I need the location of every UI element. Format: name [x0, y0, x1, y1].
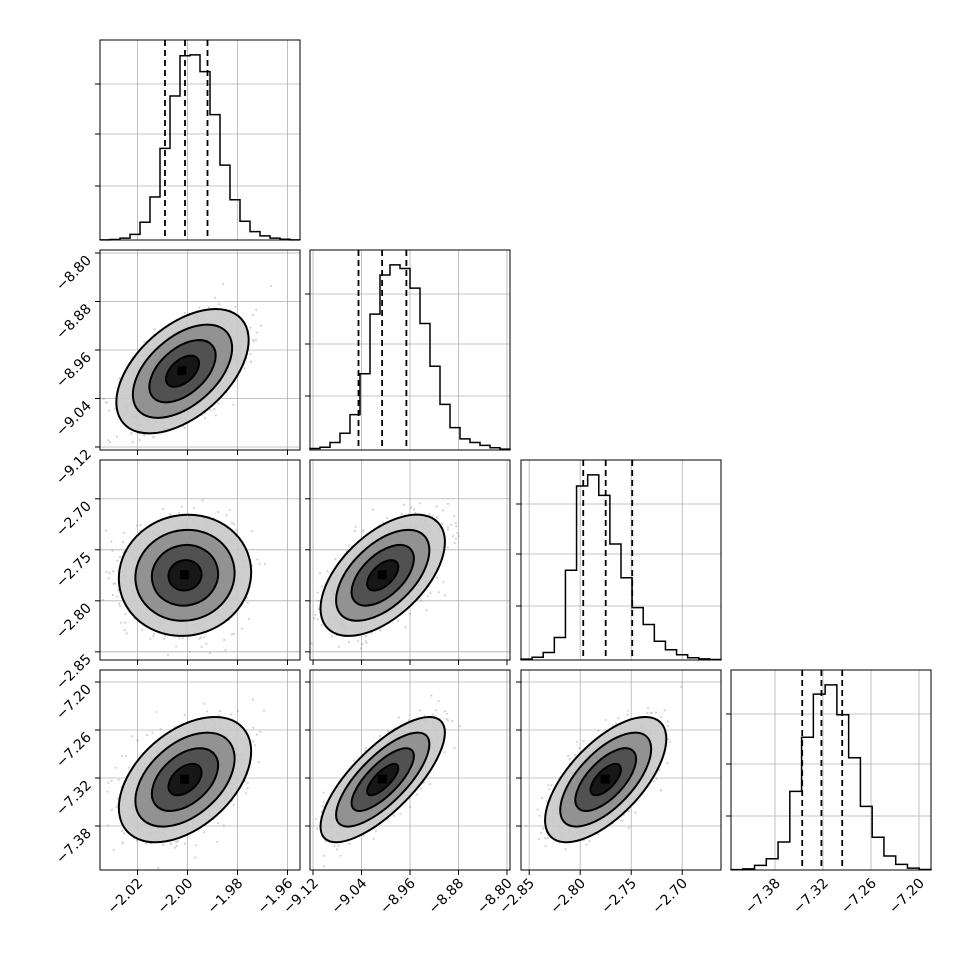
contour-0-3: [115, 308, 250, 435]
ytick-label-1-1: −9.04: [53, 398, 95, 440]
hist-panel-2: [516, 459, 722, 661]
xtick-label-0-1: −2.00: [155, 876, 197, 918]
ytick-label-3-0: −7.38: [53, 826, 95, 868]
xtick-label-2-3: −2.70: [649, 876, 691, 918]
ytick-label-2-1: −2.80: [53, 600, 95, 642]
xtick-label-2-2: −2.75: [598, 876, 640, 918]
density-peak-2: [377, 570, 387, 580]
contour-2-0: [366, 559, 400, 592]
ytick-label-3-2: −7.26: [53, 729, 95, 771]
histogram-3: [730, 684, 932, 871]
histogram-0: [99, 54, 301, 241]
pair-panel-1-0: [95, 249, 301, 455]
density-peak-1: [180, 570, 189, 580]
contour-5-1: [574, 747, 637, 812]
pair-panel-3-0: [95, 669, 301, 875]
pair-inner-1: [100, 460, 300, 660]
ytick-label-1-2: −8.96: [53, 349, 95, 391]
contour-2-3: [319, 513, 446, 637]
contour-1-2: [134, 528, 236, 622]
xtick-label-1-1: −9.04: [329, 875, 371, 917]
pair-frame-0: [99, 249, 301, 451]
contour-3-3: [117, 715, 253, 844]
pair-inner-2: [310, 460, 510, 660]
xtick-label-3-0: −7.38: [742, 876, 784, 918]
xtick-label-0-0: −2.02: [105, 876, 147, 918]
contour-3-1: [150, 747, 220, 812]
pair-frame-3: [99, 669, 301, 871]
contour-0-1: [148, 339, 217, 404]
contour-3-0: [167, 762, 203, 797]
pair-inner-4: [310, 670, 510, 870]
pair-frame-2: [309, 459, 511, 661]
pair-inner-0: [100, 250, 300, 450]
hist-panel-3: [726, 669, 932, 871]
pair-frame-4: [309, 669, 511, 871]
hist-frame-1: [309, 249, 511, 451]
hist-frame-0: [99, 39, 301, 241]
contour-5-2: [559, 731, 653, 828]
ytick-label-1-0: −9.12: [53, 446, 95, 488]
histogram-2: [520, 474, 722, 661]
contour-2-2: [335, 528, 431, 622]
ytick-label-1-4: −8.80: [53, 253, 95, 295]
pair-panel-2-1: [305, 459, 511, 665]
contour-0-0: [164, 354, 201, 388]
contour-4-2: [335, 731, 431, 828]
contour-4-3: [319, 715, 446, 844]
contour-1-1: [150, 544, 220, 607]
xtick-label-1-2: −8.96: [377, 875, 419, 917]
hist-frame-2: [520, 459, 722, 661]
density-peak-0: [177, 366, 187, 376]
contour-3-2: [134, 731, 236, 828]
contour-1-3: [117, 513, 253, 637]
ytick-label-2-2: −2.75: [53, 549, 95, 591]
density-peak-5: [600, 774, 610, 784]
pair-frame-5: [520, 669, 722, 871]
contour-5-0: [589, 762, 622, 797]
ytick-label-1-3: −8.88: [53, 301, 95, 343]
ytick-label-2-3: −2.70: [53, 498, 95, 540]
histogram-1: [309, 264, 511, 450]
pair-frame-1: [99, 459, 301, 661]
contour-2-1: [350, 544, 415, 607]
pair-panel-3-2: [516, 669, 722, 875]
contour-4-1: [350, 747, 415, 812]
xtick-label-2-1: −2.80: [547, 876, 589, 918]
hist-frame-3: [730, 669, 932, 871]
pair-inner-3: [100, 670, 300, 870]
pair-panel-3-1: [305, 669, 511, 875]
xtick-label-3-1: −7.32: [790, 876, 832, 918]
density-peak-3: [180, 774, 189, 784]
pair-inner-5: [521, 670, 721, 870]
hist-panel-0: [95, 39, 301, 241]
xtick-label-1-3: −8.88: [426, 876, 468, 918]
ytick-label-3-1: −7.32: [53, 778, 95, 820]
pair-panel-2-0: [95, 459, 301, 665]
contour-0-2: [131, 323, 234, 419]
density-peak-4: [377, 774, 387, 784]
xtick-label-3-3: −7.20: [886, 876, 928, 918]
hist-panel-1: [305, 249, 511, 451]
xtick-label-3-2: −7.26: [838, 875, 880, 917]
contour-4-0: [366, 762, 400, 797]
contour-1-0: [167, 559, 203, 592]
contour-5-3: [544, 715, 668, 844]
xtick-label-0-2: −1.98: [205, 876, 247, 918]
